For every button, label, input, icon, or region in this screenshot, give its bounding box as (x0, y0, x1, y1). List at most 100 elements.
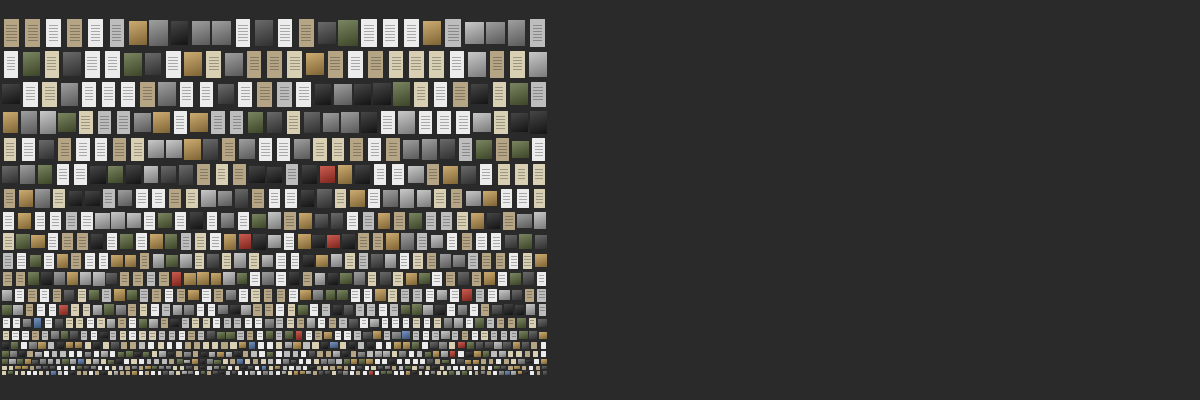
archive-thumbnail[interactable] (255, 318, 263, 329)
archive-thumbnail[interactable] (434, 304, 445, 316)
archive-thumbnail[interactable] (232, 164, 246, 186)
archive-thumbnail[interactable] (36, 365, 42, 370)
archive-thumbnail[interactable] (150, 304, 159, 316)
archive-thumbnail[interactable] (206, 359, 214, 364)
archive-thumbnail[interactable] (143, 166, 159, 183)
archive-thumbnail[interactable] (466, 341, 475, 349)
archive-thumbnail[interactable] (486, 318, 494, 329)
archive-thumbnail[interactable] (145, 365, 151, 370)
archive-thumbnail[interactable] (207, 370, 212, 375)
archive-thumbnail[interactable] (510, 330, 518, 340)
archive-thumbnail[interactable] (382, 19, 398, 47)
archive-thumbnail[interactable] (106, 233, 118, 251)
archive-thumbnail[interactable] (86, 359, 91, 365)
archive-thumbnail[interactable] (400, 189, 415, 208)
archive-thumbnail[interactable] (108, 165, 124, 184)
archive-thumbnail[interactable] (10, 342, 19, 349)
archive-thumbnail[interactable] (286, 164, 299, 186)
archive-thumbnail[interactable] (384, 253, 397, 269)
archive-thumbnail[interactable] (456, 211, 468, 231)
archive-thumbnail[interactable] (420, 359, 426, 365)
archive-thumbnail[interactable] (2, 365, 7, 370)
archive-thumbnail[interactable] (315, 330, 322, 340)
archive-thumbnail[interactable] (323, 112, 339, 133)
archive-thumbnail[interactable] (28, 272, 39, 286)
archive-thumbnail[interactable] (199, 365, 206, 370)
archive-thumbnail[interactable] (148, 330, 156, 340)
archive-thumbnail[interactable] (241, 304, 251, 316)
archive-thumbnail[interactable] (207, 365, 212, 370)
archive-thumbnail[interactable] (139, 341, 146, 350)
archive-thumbnail[interactable] (374, 289, 386, 302)
archive-thumbnail[interactable] (412, 318, 421, 329)
archive-thumbnail[interactable] (369, 370, 373, 375)
archive-thumbnail[interactable] (288, 288, 298, 302)
archive-thumbnail[interactable] (530, 19, 545, 47)
archive-thumbnail[interactable] (327, 234, 340, 249)
archive-thumbnail[interactable] (405, 365, 411, 370)
archive-thumbnail[interactable] (398, 365, 404, 370)
archive-thumbnail[interactable] (191, 20, 210, 46)
archive-thumbnail[interactable] (312, 235, 326, 249)
archive-thumbnail[interactable] (85, 253, 95, 269)
archive-thumbnail[interactable] (255, 365, 260, 370)
archive-thumbnail[interactable] (275, 351, 282, 358)
archive-thumbnail[interactable] (313, 370, 317, 375)
archive-thumbnail[interactable] (374, 351, 382, 357)
archive-thumbnail[interactable] (221, 341, 228, 350)
archive-thumbnail[interactable] (404, 359, 410, 365)
archive-thumbnail[interactable] (499, 289, 510, 301)
archive-thumbnail[interactable] (443, 318, 453, 329)
archive-thumbnail[interactable] (384, 365, 390, 370)
archive-thumbnail[interactable] (111, 365, 116, 370)
archive-thumbnail[interactable] (468, 253, 478, 269)
archive-thumbnail[interactable] (113, 370, 119, 375)
archive-thumbnail[interactable] (275, 359, 281, 365)
archive-thumbnail[interactable] (284, 233, 295, 251)
archive-thumbnail[interactable] (307, 318, 316, 329)
archive-thumbnail[interactable] (524, 351, 530, 358)
archive-thumbnail[interactable] (105, 51, 120, 78)
archive-thumbnail[interactable] (109, 19, 124, 47)
archive-thumbnail[interactable] (328, 359, 335, 364)
archive-thumbnail[interactable] (491, 233, 502, 251)
archive-thumbnail[interactable] (337, 371, 342, 375)
archive-thumbnail[interactable] (445, 271, 455, 286)
archive-thumbnail[interactable] (188, 371, 193, 375)
archive-thumbnail[interactable] (2, 342, 9, 349)
archive-thumbnail[interactable] (487, 365, 493, 370)
archive-thumbnail[interactable] (68, 190, 83, 207)
archive-thumbnail[interactable] (282, 359, 290, 364)
archive-thumbnail[interactable] (248, 111, 264, 134)
archive-thumbnail[interactable] (233, 351, 241, 358)
archive-thumbnail[interactable] (113, 138, 126, 161)
archive-thumbnail[interactable] (180, 233, 191, 251)
archive-thumbnail[interactable] (536, 370, 541, 375)
archive-thumbnail[interactable] (210, 272, 222, 285)
archive-thumbnail[interactable] (74, 342, 83, 349)
archive-thumbnail[interactable] (532, 138, 546, 161)
archive-thumbnail[interactable] (231, 371, 237, 375)
archive-thumbnail[interactable] (64, 370, 69, 375)
archive-thumbnail[interactable] (496, 359, 502, 365)
archive-thumbnail[interactable] (15, 365, 21, 370)
archive-thumbnail[interactable] (416, 190, 431, 207)
archive-thumbnail[interactable] (132, 371, 137, 375)
archive-thumbnail[interactable] (451, 188, 463, 209)
archive-thumbnail[interactable] (486, 212, 500, 229)
archive-thumbnail[interactable] (224, 233, 237, 250)
archive-thumbnail[interactable] (264, 304, 273, 316)
archive-thumbnail[interactable] (392, 331, 401, 339)
archive-thumbnail[interactable] (516, 351, 522, 358)
archive-thumbnail[interactable] (73, 164, 87, 186)
archive-thumbnail[interactable] (433, 318, 442, 329)
archive-thumbnail[interactable] (135, 188, 149, 209)
archive-thumbnail[interactable] (474, 351, 481, 357)
archive-thumbnail[interactable] (394, 341, 402, 349)
archive-thumbnail[interactable] (457, 304, 468, 315)
archive-thumbnail[interactable] (525, 359, 533, 364)
archive-thumbnail[interactable] (89, 165, 107, 184)
archive-thumbnail[interactable] (27, 288, 37, 302)
archive-thumbnail[interactable] (21, 330, 29, 340)
archive-thumbnail[interactable] (306, 371, 312, 375)
